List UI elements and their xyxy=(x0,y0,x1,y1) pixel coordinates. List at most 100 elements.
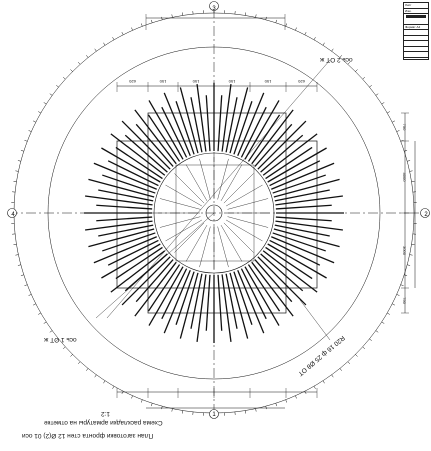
axis-label-top: 3 xyxy=(212,6,216,12)
ring-tick xyxy=(347,361,351,365)
ring-tick xyxy=(171,14,173,18)
ring-tick xyxy=(396,130,400,132)
ring-tick xyxy=(387,111,390,114)
radial-rebar-bar xyxy=(254,123,293,167)
ring-tick xyxy=(43,102,47,105)
ring-tick xyxy=(141,399,143,403)
ring-tick xyxy=(15,254,19,256)
ring-tick xyxy=(339,55,342,58)
ring-tick xyxy=(331,374,334,378)
ring-tick xyxy=(151,403,153,407)
radial-rebar-bar xyxy=(101,147,161,183)
radial-rebar-bar xyxy=(93,162,157,190)
radial-rebar-bar xyxy=(217,274,223,331)
radial-rebar-bar xyxy=(240,268,267,320)
axis-label-right: 2 xyxy=(424,212,428,218)
ring-tick xyxy=(404,274,408,276)
ring-tick xyxy=(381,102,385,105)
ring-tick xyxy=(407,160,411,162)
title-block-stamp: Лист Изм. Формат А4 xyxy=(403,2,429,60)
ring-tick xyxy=(362,346,366,350)
stamp-row: Лист xyxy=(404,3,428,9)
radial-rebar-bar xyxy=(88,228,155,248)
radial-rebar-bar xyxy=(221,274,232,342)
radial-rebar-bar xyxy=(115,246,163,280)
ring-tick xyxy=(400,284,404,286)
radial-rebar-bar xyxy=(163,270,191,334)
radial-rebar-bar xyxy=(134,109,177,165)
radial-rebar-bar xyxy=(271,162,335,190)
ring-tick xyxy=(407,264,411,266)
ring-tick xyxy=(131,395,133,399)
ring-tick xyxy=(17,160,21,162)
ring-tick xyxy=(103,42,106,46)
ring-tick xyxy=(295,395,297,399)
radial-rebar-bar xyxy=(275,216,332,222)
stamp-row xyxy=(404,52,428,58)
radial-rebar-bar xyxy=(179,272,199,339)
radial-rebar-bar xyxy=(147,114,181,162)
dimension-value-right: 4000 xyxy=(402,173,407,183)
inner-rebar-bar xyxy=(185,164,208,201)
radial-rebar-bar xyxy=(148,100,184,160)
radial-rebar-bar xyxy=(163,92,191,156)
radial-rebar-bar xyxy=(135,259,174,303)
radial-rebar-bar xyxy=(274,189,330,202)
radial-rebar-bar xyxy=(247,114,281,162)
inner-rebar-bar xyxy=(227,198,269,210)
inner-rebar-bar xyxy=(220,164,243,201)
cross-pad-rect xyxy=(116,140,318,289)
radial-rebar-bar xyxy=(96,216,153,222)
radial-rebar-bar xyxy=(271,236,335,264)
radial-rebar-bar xyxy=(273,228,340,248)
radial-rebar-bar xyxy=(175,101,195,155)
stamp-row xyxy=(404,30,428,36)
ring-tick xyxy=(409,170,413,172)
radial-rebar-bar xyxy=(96,204,153,210)
stamp-row xyxy=(404,41,428,47)
ring-tick xyxy=(313,386,316,389)
ring-tick xyxy=(322,380,325,384)
radial-rebar-bar xyxy=(107,239,159,266)
ring-tick xyxy=(86,55,89,58)
dimension-value-top: 150 xyxy=(192,79,199,84)
ring-tick xyxy=(355,354,358,357)
plan-geometry: 620 150 150 150 150 620 750 4000 3000 750 xyxy=(7,1,430,419)
ring-tick xyxy=(171,408,173,412)
stamp-row: Изм. xyxy=(404,9,428,14)
ring-tick xyxy=(304,32,307,35)
inner-rebar-bar xyxy=(227,216,269,228)
ring-tick xyxy=(141,23,143,27)
radial-rebar-bar xyxy=(134,261,177,317)
leader-line xyxy=(95,212,215,319)
radial-rebar-bar xyxy=(85,195,153,206)
radial-rebar-bar xyxy=(148,266,184,326)
axis-bubble-bottom xyxy=(209,409,219,419)
radial-rebar-bar xyxy=(93,236,157,264)
radial-rebar-bar xyxy=(237,270,265,334)
ring-tick xyxy=(70,69,73,72)
ring-tick xyxy=(375,330,379,333)
radial-rebar-bar xyxy=(107,160,159,187)
ring-tick xyxy=(121,391,124,394)
ring-tick xyxy=(362,76,366,80)
ring-tick xyxy=(121,32,124,35)
ring-tick xyxy=(285,23,287,27)
radial-rebar-bar xyxy=(269,160,321,187)
callout-lower: ось 1 ОТ ж xyxy=(44,336,77,343)
ring-tick xyxy=(404,150,408,152)
dimension-value-top: 150 xyxy=(159,79,166,84)
radial-rebar-bar xyxy=(205,274,211,331)
radial-rebar-bar xyxy=(85,220,153,231)
inner-rebar-bar xyxy=(159,198,201,210)
ring-tick xyxy=(255,14,257,18)
ring-tick xyxy=(20,150,24,152)
ring-tick xyxy=(62,76,66,80)
ring-tick xyxy=(387,312,390,315)
ring-tick xyxy=(392,303,395,306)
ring-tick xyxy=(369,85,372,88)
radial-rebar-bar xyxy=(273,178,340,198)
ring-tick xyxy=(77,361,81,365)
ring-tick xyxy=(331,48,334,52)
ring-tick xyxy=(304,391,307,394)
